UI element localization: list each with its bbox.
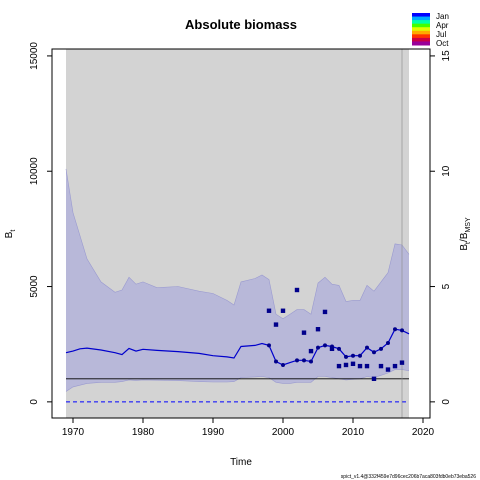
legend-swatch	[412, 34, 430, 39]
y2-tick-label: 15	[441, 50, 452, 62]
y2-axis: 0 5 10 15	[430, 50, 452, 405]
estimate-point	[400, 328, 404, 333]
x-tick-label: 2010	[342, 427, 365, 438]
estimate-point	[323, 343, 327, 348]
x-tick-label: 1990	[202, 427, 225, 438]
legend-swatch	[412, 13, 430, 18]
estimate-point	[351, 353, 355, 358]
estimate-point	[267, 343, 271, 348]
index-point	[266, 308, 272, 313]
x-axis: 1970 1980 1990 2000 2010 2020	[62, 418, 435, 438]
chart-title: Absolute biomass	[185, 17, 297, 32]
estimate-point	[295, 358, 299, 363]
plot-frame	[51, 48, 431, 419]
index-point	[322, 309, 328, 315]
biomass-estimate-line	[65, 328, 410, 366]
index-point	[301, 330, 307, 335]
legend-label: Jan	[436, 12, 449, 21]
index-point	[350, 361, 356, 367]
estimate-point	[358, 353, 362, 358]
lower-bound-line	[65, 369, 410, 392]
index-point	[329, 346, 335, 352]
y-tick-label: 15000	[29, 42, 40, 70]
estimate-point	[274, 359, 278, 364]
estimate-point	[337, 346, 341, 351]
index-point	[273, 322, 279, 327]
legend-swatch	[412, 41, 430, 46]
legend-swatch	[412, 23, 430, 28]
index-point	[336, 363, 342, 369]
y-axis-label: Bt	[4, 230, 17, 239]
x-tick-label: 2020	[412, 427, 435, 438]
plot-area	[65, 49, 410, 418]
index-point	[385, 367, 391, 372]
index-point	[364, 363, 370, 369]
index-point	[399, 360, 405, 365]
upper-bound-line	[65, 168, 410, 320]
estimate-point	[386, 341, 390, 346]
estimate-point	[302, 358, 306, 363]
index-point	[392, 363, 398, 369]
estimate-point	[316, 345, 320, 350]
y2-axis-label: Bt/BMSY	[459, 217, 472, 251]
estimate-point	[372, 350, 376, 355]
estimate-point	[281, 362, 285, 367]
y2-tick-label: 10	[441, 165, 452, 177]
index-point	[280, 308, 286, 313]
y2-tick-label: 0	[441, 399, 452, 405]
x-axis-label: Time	[230, 457, 252, 468]
estimate-point	[365, 345, 369, 350]
y-tick-label: 10000	[29, 157, 40, 185]
index-point	[294, 287, 300, 293]
index-point	[343, 362, 349, 368]
y-axis: 0 5000 10000 15000	[29, 42, 52, 405]
index-point	[371, 376, 377, 381]
index-point	[378, 363, 384, 369]
legend-label: Oct	[436, 39, 449, 48]
index-point	[315, 327, 321, 332]
legend-label: Apr	[436, 21, 449, 30]
index-point	[357, 363, 363, 369]
legend-swatch	[412, 16, 430, 21]
legend-swatch	[412, 37, 430, 42]
estimate-point	[379, 346, 383, 351]
y-tick-label: 0	[29, 399, 40, 405]
x-tick-label: 1970	[62, 427, 85, 438]
footer-version: spict_v1.4@332f459e7d96cec206b7aca803fdb…	[341, 474, 476, 480]
legend-swatch	[412, 20, 430, 25]
x-tick-label: 2000	[272, 427, 295, 438]
x-tick-label: 1980	[132, 427, 155, 438]
estimate-point	[309, 359, 313, 364]
y2-tick-label: 5	[441, 283, 452, 289]
index-point	[308, 348, 314, 354]
legend-swatch	[412, 27, 430, 32]
estimate-point	[344, 354, 348, 359]
confidence-band	[66, 168, 409, 392]
y-tick-label: 5000	[29, 275, 40, 298]
legend-label: Jul	[436, 30, 446, 39]
estimate-point	[393, 327, 397, 332]
legend-swatch	[412, 30, 430, 35]
